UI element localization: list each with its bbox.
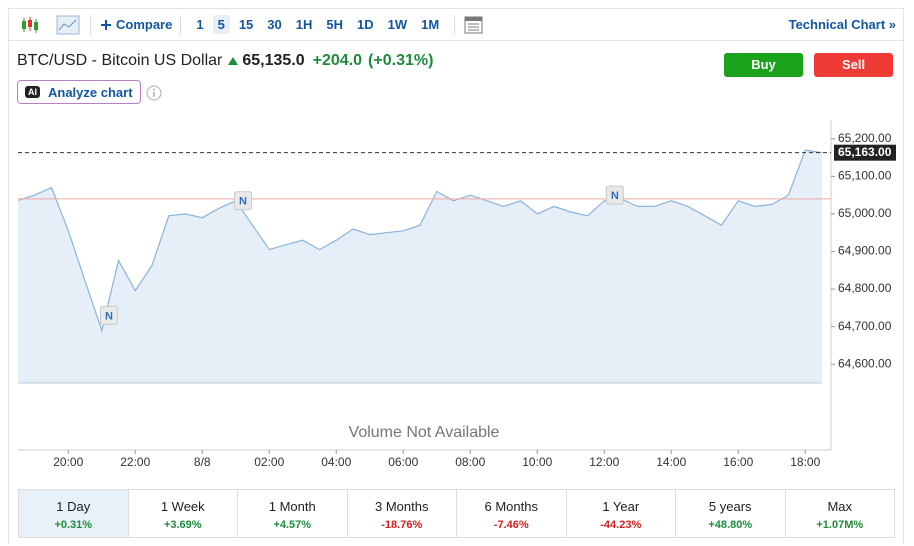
- chart: Investing.com64,600.0064,700.0064,800.00…: [17, 120, 896, 469]
- period-label: 5 years: [708, 499, 752, 514]
- news-marker: [99, 305, 118, 325]
- x-tick-label: 02:00: [254, 455, 284, 469]
- compare-button[interactable]: Compare: [116, 17, 173, 32]
- y-tick-label: 65,100.00: [838, 169, 892, 183]
- period-label: 1 Year: [602, 499, 640, 514]
- period-tab[interactable]: 1 Day +0.31%: [19, 490, 128, 537]
- y-tick-label: 64,800.00: [838, 281, 892, 295]
- interval-button[interactable]: 1: [196, 17, 204, 32]
- separator: [180, 14, 182, 35]
- news-marker-label: N: [239, 196, 247, 208]
- y-tick-label: 64,900.00: [838, 244, 892, 258]
- change-percent: (+0.31%): [368, 52, 434, 69]
- x-tick-label: 20:00: [53, 455, 83, 469]
- interval-button[interactable]: 1M: [421, 17, 440, 32]
- period-label: 3 Months: [375, 499, 429, 514]
- y-tick-label: 64,700.00: [838, 319, 892, 333]
- buy-button[interactable]: Buy: [724, 53, 803, 77]
- y-tick-label: 65,000.00: [838, 206, 892, 220]
- price: 65,135.0: [242, 52, 305, 69]
- interval-button[interactable]: 5H: [326, 17, 344, 32]
- x-tick-label: 08:00: [455, 455, 485, 469]
- separator: [454, 14, 456, 35]
- interval-button[interactable]: 30: [267, 17, 282, 32]
- period-change: -44.23%: [600, 519, 642, 531]
- volume-note: Volume Not Available: [349, 424, 500, 441]
- period-change: +3.69%: [163, 519, 202, 531]
- info-icon[interactable]: [146, 85, 162, 101]
- y-tick-label: 64,600.00: [838, 356, 892, 370]
- period-tabs: 1 Day +0.31% 1 Week +3.69% 1 Month +4.57% 3 Mo…: [18, 489, 895, 538]
- period-change: +0.31%: [54, 519, 93, 531]
- x-tick-label: 22:00: [120, 455, 150, 469]
- analyze-label: Analyze chart: [48, 84, 133, 100]
- price-line: [17, 149, 823, 333]
- news-marker-label: N: [105, 310, 113, 322]
- x-tick-label: 04:00: [321, 455, 351, 469]
- news-marker: [605, 185, 624, 205]
- x-tick-label: 18:00: [790, 455, 820, 469]
- period-tab[interactable]: 1 Year -44.23%: [565, 490, 676, 537]
- period-change: +4.57%: [273, 519, 312, 531]
- area-fill: [18, 150, 822, 383]
- last-price-box: [834, 144, 896, 161]
- x-tick-label: 16:00: [723, 455, 753, 469]
- period-tab[interactable]: 3 Months -18.76%: [346, 490, 457, 537]
- last-price-label: 65,163.00: [838, 145, 892, 159]
- interval-button[interactable]: 1D: [357, 17, 374, 32]
- period-tab[interactable]: 5 years +48.80%: [675, 490, 785, 537]
- analyze-chart-button[interactable]: AI Analyze chart: [17, 80, 141, 104]
- period-label: 6 Months: [484, 499, 538, 514]
- period-label: 1 Month: [268, 499, 316, 514]
- instrument-header: BTC/USD - Bitcoin US Dollar 65,135.0 +20…: [17, 52, 433, 70]
- period-tab[interactable]: 1 Week +3.69%: [127, 490, 238, 537]
- period-change: +1.07M%: [816, 519, 864, 531]
- toolbar: Compare 1 5 15 30 1H 5H 1D 1W 1M Technical Chart…: [8, 9, 904, 41]
- x-tick-label: 14:00: [656, 455, 686, 469]
- table-icon[interactable]: [463, 15, 485, 35]
- period-tab[interactable]: 1 Month +4.57%: [237, 490, 347, 537]
- period-label: Max: [827, 499, 853, 514]
- change: +204.0: [312, 52, 363, 69]
- x-tick-label: 10:00: [522, 455, 552, 469]
- interval-list: 1 5 15 30 1H 5H 1D 1W 1M: [189, 15, 446, 34]
- separator: [90, 14, 91, 35]
- interval-button[interactable]: 15: [238, 17, 254, 32]
- period-label: 1 Week: [160, 499, 205, 514]
- sell-button[interactable]: Sell: [814, 53, 893, 77]
- interval-button[interactable]: 1H: [295, 17, 313, 32]
- plus-icon[interactable]: [99, 18, 113, 32]
- instrument-name: BTC/USD - Bitcoin US Dollar: [17, 52, 223, 69]
- period-change: -18.76%: [381, 519, 423, 531]
- period-change: -7.46%: [493, 519, 529, 531]
- news-marker: [233, 191, 252, 211]
- area-icon[interactable]: [56, 14, 82, 36]
- x-tick-label: 8/8: [194, 455, 211, 469]
- interval-button[interactable]: 1W: [387, 17, 408, 32]
- ai-badge: AI: [25, 86, 40, 98]
- x-tick-label: 06:00: [388, 455, 418, 469]
- period-change: +48.80%: [708, 519, 753, 531]
- up-arrow: [228, 57, 239, 65]
- period-tab[interactable]: 6 Months -7.46%: [456, 490, 566, 537]
- interval-button[interactable]: 5: [212, 15, 230, 34]
- news-marker-label: N: [611, 190, 619, 202]
- technical-chart-link[interactable]: Technical Chart »: [788, 17, 896, 32]
- candle-icon[interactable]: [16, 14, 56, 36]
- frame: [8, 8, 904, 544]
- period-label: 1 Day: [56, 499, 91, 514]
- y-tick-label: 65,200.00: [838, 131, 892, 145]
- period-tab[interactable]: Max +1.07M%: [784, 490, 895, 537]
- x-tick-label: 12:00: [589, 455, 619, 469]
